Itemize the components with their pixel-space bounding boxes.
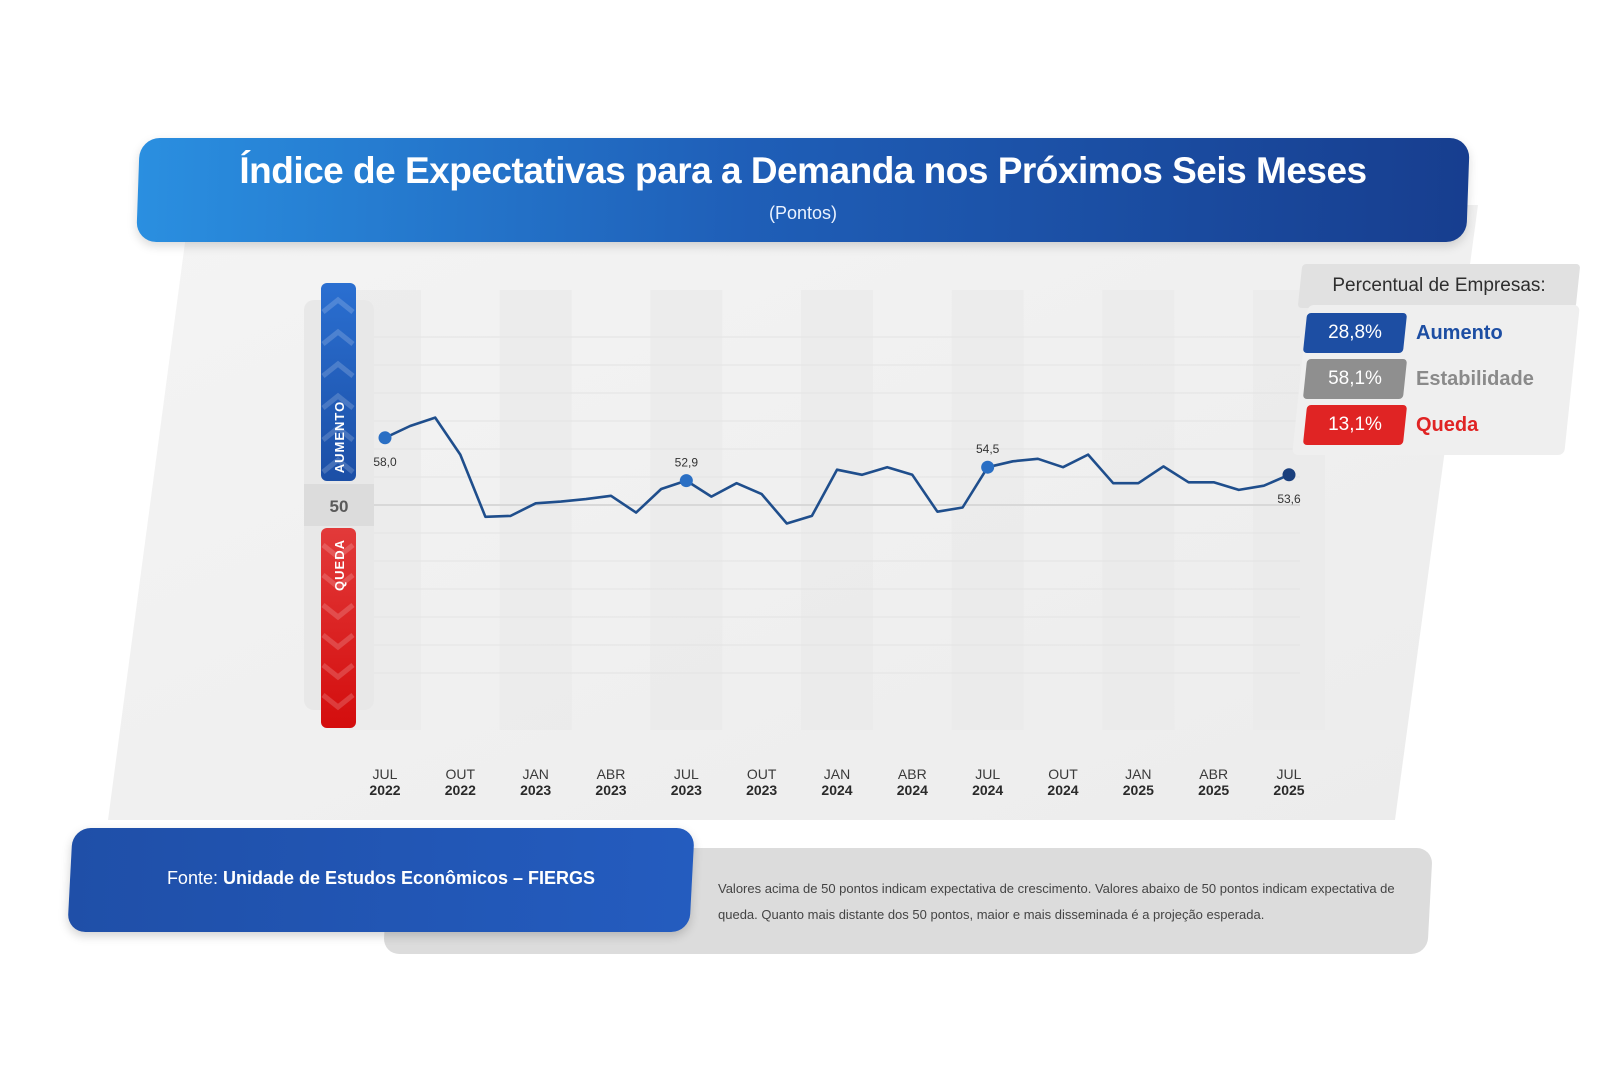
column-stripe: [1102, 290, 1175, 730]
x-axis-ticks: JUL2022OUT2022JAN2023ABR2023JUL2023OUT20…: [369, 766, 1304, 798]
legend-label-aumento: Aumento: [1416, 322, 1503, 344]
x-tick-month: JUL: [1277, 766, 1302, 782]
x-tick-year: 2024: [1047, 782, 1078, 798]
scale-chevrons-up: [321, 296, 355, 474]
scale-lower-label: QUEDA: [332, 539, 347, 591]
legend-value-estabilidade: 58,1%: [1328, 368, 1382, 389]
x-tick-year: 2023: [671, 782, 702, 798]
x-tick-month: OUT: [1048, 766, 1078, 782]
source-prefix: Fonte:: [166, 868, 223, 888]
x-tick-year: 2023: [746, 782, 777, 798]
note-line-2: queda. Quanto mais distante dos 50 ponto…: [718, 907, 1265, 922]
x-tick-month: JUL: [975, 766, 1000, 782]
data-point: [679, 474, 693, 488]
gridlines: [374, 336, 1300, 674]
column-stripe: [801, 290, 873, 730]
x-tick-year: 2022: [445, 782, 476, 798]
note-line-1: Valores acima de 50 pontos indicam expec…: [718, 881, 1395, 896]
x-tick-month: OUT: [747, 766, 777, 782]
data-point: [378, 431, 392, 445]
x-tick-month: ABR: [597, 766, 626, 782]
scale-chevron: [321, 392, 355, 410]
scale-chevron: [321, 424, 355, 442]
x-tick-year: 2025: [1198, 782, 1229, 798]
data-point: [1282, 468, 1296, 482]
data-label: 53,6: [1277, 492, 1301, 506]
series-line: [384, 416, 1290, 525]
scale-chevrons-down: [321, 543, 355, 711]
x-tick-month: JAN: [824, 766, 850, 782]
x-tick-year: 2024: [897, 782, 928, 798]
scale-chevron: [321, 573, 355, 591]
scale-midpoint-label: 50: [330, 497, 349, 516]
x-tick-month: JUL: [674, 766, 699, 782]
scale-upper-label: AUMENTO: [332, 401, 347, 473]
legend-label-queda: Queda: [1416, 414, 1479, 436]
source-name: Unidade de Estudos Econômicos – FIERGS: [222, 868, 596, 888]
x-tick-month: JUL: [373, 766, 398, 782]
column-stripe: [650, 290, 723, 730]
scale-bar-upper: [321, 283, 356, 481]
x-tick-month: ABR: [1199, 766, 1228, 782]
x-tick-month: JAN: [1125, 766, 1151, 782]
x-tick-month: OUT: [446, 766, 476, 782]
x-tick-year: 2024: [972, 782, 1003, 798]
data-label: 54,5: [976, 442, 1000, 456]
legend-value-queda: 13,1%: [1328, 414, 1382, 435]
scale-chevron: [321, 663, 355, 681]
x-tick-month: JAN: [522, 766, 548, 782]
x-tick-year: 2023: [595, 782, 626, 798]
chart-subtitle: (Pontos): [768, 203, 838, 223]
scale-bar-lower: [321, 528, 356, 728]
scale-chevron: [321, 296, 355, 314]
x-tick-year: 2022: [369, 782, 400, 798]
column-stripe: [499, 290, 572, 730]
legend-label-estabilidade: Estabilidade: [1416, 368, 1534, 390]
scale-chevron: [321, 456, 355, 474]
column-stripe: [951, 290, 1024, 730]
x-tick-year: 2023: [520, 782, 551, 798]
data-point: [981, 460, 995, 474]
data-label: 58,0: [373, 455, 397, 469]
scale-chevron: [321, 360, 355, 378]
scale-chevron: [321, 328, 355, 346]
chart-title: Índice de Expectativas para a Demanda no…: [239, 150, 1367, 191]
x-tick-year: 2025: [1123, 782, 1154, 798]
source-text: Fonte: Unidade de Estudos Econômicos – F…: [70, 868, 692, 889]
legend-title: Percentual de Empresas:: [1332, 275, 1546, 296]
scale-bar: 50 AUMENTO QUEDA: [304, 283, 374, 728]
scale-chevron: [321, 633, 355, 651]
x-tick-year: 2024: [821, 782, 852, 798]
x-tick-month: ABR: [898, 766, 927, 782]
series-group: [384, 416, 1290, 525]
data-labels: 58,0 52,9 54,5 53,6: [373, 442, 1301, 506]
data-points: [378, 431, 1296, 488]
data-label: 52,9: [675, 456, 699, 470]
scale-chevron: [321, 693, 355, 711]
scale-chevron: [321, 543, 355, 561]
scale-chevron: [321, 603, 355, 621]
note-text: Valores acima de 50 pontos indicam expec…: [718, 876, 1398, 928]
x-tick-year: 2025: [1273, 782, 1304, 798]
legend-value-aumento: 28,8%: [1328, 322, 1382, 343]
